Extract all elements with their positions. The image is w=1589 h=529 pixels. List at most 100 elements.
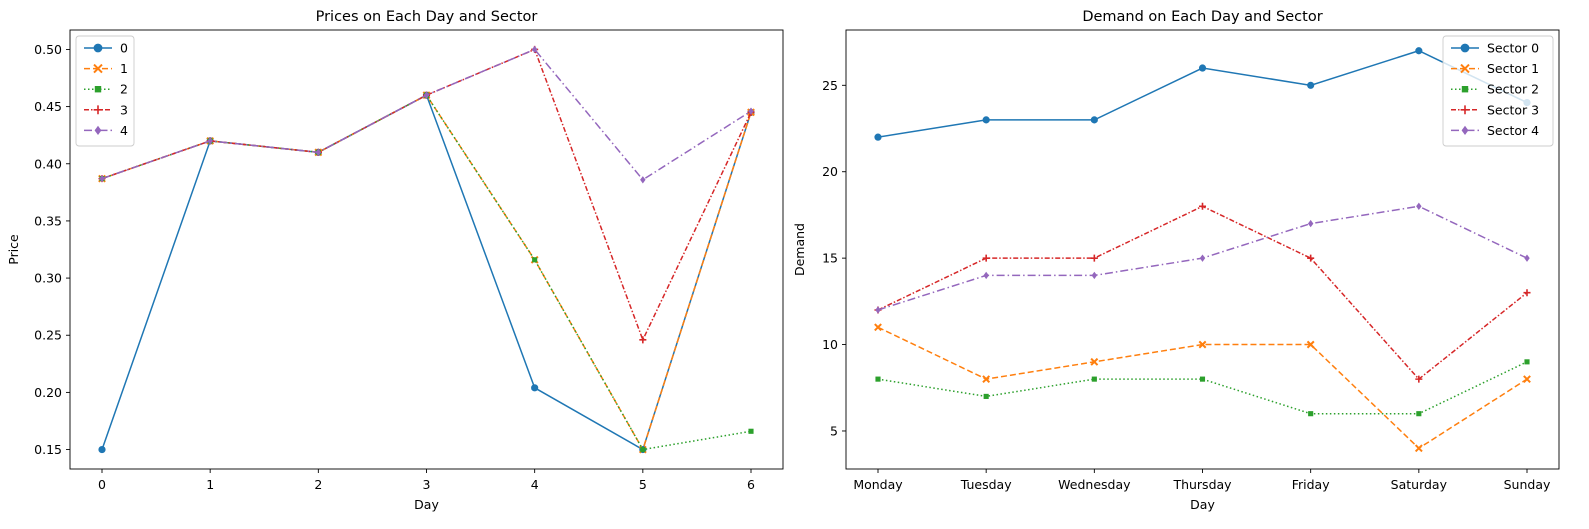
legend-marker [93,43,103,53]
chart-title: Prices on Each Day and Sector [316,9,538,25]
data-point [640,176,646,184]
x-tick-label: Wednesday [1058,477,1131,492]
data-point [1415,375,1423,383]
series-3 [874,202,1531,383]
legend-marker [1460,63,1470,74]
data-point [1524,254,1530,262]
data-point [1523,375,1531,384]
x-tick-label: Sunday [1504,477,1551,492]
data-point [1199,376,1206,382]
series-line [101,94,752,451]
data-point [640,447,646,453]
series-line [877,49,1528,138]
x-tick-label: 6 [747,477,755,492]
data-point [423,91,430,99]
legend-marker [1460,105,1470,115]
data-point [1198,340,1207,349]
data-point [99,174,105,183]
legend-label: Sector 1 [1487,61,1539,76]
data-point [1524,359,1530,365]
data-point [983,271,989,280]
demand-chart: Demand on Each Day and Sector Monday Tuesd… [792,9,1560,512]
data-point [875,306,881,314]
data-point [874,133,882,141]
y-tick-label: 0.20 [34,385,62,400]
data-point [1198,202,1207,210]
legend-box [1442,35,1554,147]
legend-label: Sector 4 [1487,123,1539,138]
data-point [983,393,989,399]
series-line [101,94,752,451]
legend-box [75,35,135,147]
x-tick-label: Thursday [1172,477,1232,492]
y-tick-label: 0.30 [34,271,62,286]
legend-label: 1 [120,61,128,76]
data-point [1416,202,1422,210]
data-point [1091,376,1097,382]
legend-marker [1461,125,1469,135]
series-0 [874,47,1531,141]
legend-marker [94,86,102,93]
data-point [1414,444,1423,453]
legend: Sector 0 Sector 1 Sector 2 Sector 3 Sector 4 [1442,35,1554,147]
data-point [748,107,754,115]
y-tick-label: 0.25 [34,328,62,343]
data-point [1308,411,1314,417]
y-tick-label: 0.40 [34,156,62,171]
data-point [207,137,213,145]
x-tick-label: 2 [314,477,322,492]
series-2 [875,359,1530,417]
legend-label: Sector 0 [1487,41,1539,56]
x-tick-label: Friday [1292,477,1330,492]
y-axis-label: Demand [792,223,807,276]
data-point [1090,116,1098,124]
legend: 0 1 2 3 4 [75,35,135,147]
y-tick-label: 20 [822,164,838,179]
legend-label: 3 [120,102,128,117]
data-point [1306,340,1315,349]
x-tick-label: 1 [206,477,214,492]
data-point [1415,47,1423,55]
x-tick-label: Tuesday [960,477,1012,492]
legend-marker [93,105,103,115]
x-tick-label: Monday [853,477,903,492]
data-point [531,45,538,54]
series-4 [875,202,1530,314]
y-tick-label: 15 [822,251,838,266]
data-point [874,323,882,332]
y-tick-label: 0.15 [34,442,62,457]
data-point [1090,357,1099,366]
legend-marker [1460,43,1470,53]
x-tick-label: 3 [423,477,431,492]
legend-marker [94,125,102,135]
series-line [101,48,752,181]
data-point [639,336,647,344]
data-point [1199,254,1206,262]
legend-label: 2 [120,82,128,97]
data-point [748,428,754,434]
legend-label: Sector 2 [1487,82,1539,97]
y-tick-label: 0.45 [34,99,62,114]
y-tick-label: 25 [822,78,838,93]
data-point [1523,289,1531,297]
legend-marker [93,63,103,74]
data-point [531,384,539,392]
data-point [1307,81,1315,89]
prices-chart: Prices on Each Day and Sector 0 1 2 3 4 5 6 0.15… [6,9,784,512]
y-tick-label: 10 [822,337,838,352]
data-point [875,376,881,382]
y-tick-label: 5 [830,423,838,438]
data-point [1416,411,1422,417]
series-line [877,205,1528,381]
data-point [1307,254,1315,262]
y-tick-label: 0.35 [34,213,62,228]
series-4 [99,45,754,184]
data-point [982,254,990,262]
x-tick-label: 0 [98,477,106,492]
legend-label: 0 [120,41,128,56]
legend-marker [1461,86,1469,93]
y-tick-label: 0.50 [34,42,62,57]
chart-title: Demand on Each Day and Sector [1082,9,1322,25]
data-point [1090,254,1098,262]
